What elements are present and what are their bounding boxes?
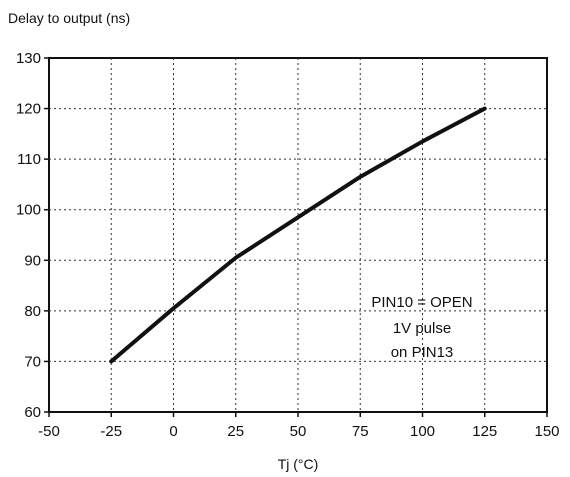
x-tick-label: 25 [227,423,244,440]
x-tick-labels: -50 -25 0 25 50 75 100 125 150 [38,423,559,440]
x-axis-label: Tj (°C) [278,456,319,472]
y-axis-label: Delay to output (ns) [8,10,130,26]
axis-ticks [44,57,548,417]
x-tick-label: 50 [290,423,307,440]
x-tick-label: 100 [410,423,435,440]
x-tick-label: 0 [169,423,177,440]
x-tick-label: 125 [472,423,497,440]
annotation-line-2: 1V pulse [393,320,451,337]
x-tick-label: -50 [38,423,60,440]
y-tick-label: 70 [24,353,41,370]
x-tick-label: 75 [352,423,369,440]
y-tick-labels: 60 70 80 90 100 110 120 130 [16,50,41,421]
series-layer [109,106,487,364]
y-tick-label: 110 [17,151,41,168]
grid-lines [49,58,547,412]
annotation-line-3: on PIN13 [391,344,454,361]
y-tick-label: 100 [16,202,41,219]
annotation-line-1: PIN10 = OPEN [371,294,472,311]
x-tick-label: 150 [534,423,559,440]
x-tick-label: -25 [100,423,122,440]
annotation-group: PIN10 = OPEN 1V pulse on PIN13 [371,294,472,361]
y-tick-label: 130 [16,50,41,67]
y-tick-label: 60 [24,404,41,421]
y-tick-label: 80 [24,303,41,320]
y-tick-label: 90 [24,252,41,269]
y-tick-label: 120 [16,101,41,118]
